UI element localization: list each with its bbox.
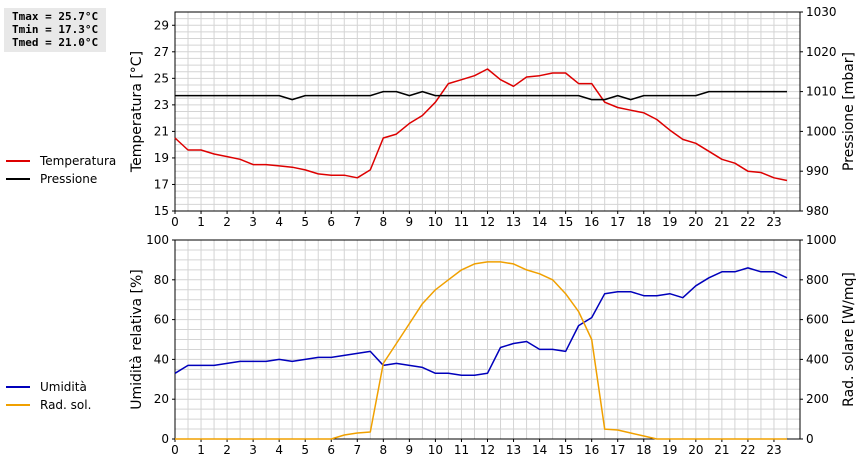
x-tick-label: 6 bbox=[327, 215, 335, 229]
x-tick-label: 23 bbox=[766, 443, 781, 457]
x-tick-label: 11 bbox=[454, 443, 469, 457]
x-tick-label: 6 bbox=[327, 443, 335, 457]
y-tick-label: 20 bbox=[154, 392, 169, 406]
y-tick-label: 80 bbox=[154, 273, 169, 287]
y-tick-label: 29 bbox=[154, 18, 169, 32]
x-tick-label: 20 bbox=[688, 443, 703, 457]
x-tick-label: 17 bbox=[610, 215, 625, 229]
y2-tick-label: 800 bbox=[806, 273, 829, 287]
x-tick-label: 3 bbox=[249, 215, 257, 229]
x-tick-label: 9 bbox=[406, 215, 414, 229]
y2-tick-label: 0 bbox=[806, 432, 814, 446]
y2-tick-label: 200 bbox=[806, 392, 829, 406]
x-tick-label: 1 bbox=[197, 443, 205, 457]
x-tick-label: 20 bbox=[688, 215, 703, 229]
x-tick-label: 1 bbox=[197, 215, 205, 229]
y2-tick-label: 1000 bbox=[806, 233, 837, 247]
x-tick-label: 23 bbox=[766, 215, 781, 229]
y2-tick-label: 980 bbox=[806, 204, 829, 218]
y-axis-label: Umidità relativa [%] bbox=[129, 269, 145, 410]
y2-axis-label: Pressione [mbar] bbox=[841, 52, 857, 171]
y-tick-label: 23 bbox=[154, 98, 169, 112]
y-tick-label: 19 bbox=[154, 151, 169, 165]
x-tick-label: 16 bbox=[584, 215, 599, 229]
y2-tick-label: 600 bbox=[806, 313, 829, 327]
x-tick-label: 18 bbox=[636, 443, 651, 457]
y-tick-label: 60 bbox=[154, 313, 169, 327]
y-tick-label: 17 bbox=[154, 177, 169, 191]
y2-tick-label: 400 bbox=[806, 352, 829, 366]
x-tick-label: 2 bbox=[223, 215, 231, 229]
y2-axis-label: Rad. solare [W/mq] bbox=[841, 272, 857, 407]
x-tick-label: 3 bbox=[249, 443, 257, 457]
x-tick-label: 4 bbox=[275, 443, 283, 457]
x-tick-label: 10 bbox=[428, 443, 443, 457]
x-tick-label: 7 bbox=[353, 443, 361, 457]
x-tick-label: 5 bbox=[301, 215, 309, 229]
x-tick-label: 9 bbox=[406, 443, 414, 457]
x-tick-label: 8 bbox=[380, 215, 388, 229]
y-tick-label: 100 bbox=[146, 233, 169, 247]
y-tick-label: 27 bbox=[154, 45, 169, 59]
x-tick-label: 7 bbox=[353, 215, 361, 229]
y-tick-label: 15 bbox=[154, 204, 169, 218]
x-tick-label: 22 bbox=[740, 215, 755, 229]
y2-tick-label: 1010 bbox=[806, 85, 837, 99]
y-axis-label: Temperatura [°C] bbox=[129, 51, 145, 173]
x-tick-label: 10 bbox=[428, 215, 443, 229]
x-tick-label: 2 bbox=[223, 443, 231, 457]
x-tick-label: 13 bbox=[506, 215, 521, 229]
x-tick-label: 12 bbox=[480, 215, 495, 229]
y-tick-label: 21 bbox=[154, 124, 169, 138]
x-tick-label: 19 bbox=[662, 443, 677, 457]
y2-tick-label: 1030 bbox=[806, 5, 837, 19]
x-tick-label: 22 bbox=[740, 443, 755, 457]
x-tick-label: 5 bbox=[301, 443, 309, 457]
x-tick-label: 17 bbox=[610, 443, 625, 457]
x-tick-label: 16 bbox=[584, 443, 599, 457]
x-tick-label: 4 bbox=[275, 215, 283, 229]
x-tick-label: 12 bbox=[480, 443, 495, 457]
x-tick-label: 15 bbox=[558, 215, 573, 229]
y2-tick-label: 990 bbox=[806, 164, 829, 178]
y-tick-label: 40 bbox=[154, 352, 169, 366]
x-tick-label: 0 bbox=[171, 443, 179, 457]
y-tick-label: 25 bbox=[154, 71, 169, 85]
x-tick-label: 18 bbox=[636, 215, 651, 229]
x-tick-label: 14 bbox=[532, 443, 547, 457]
y-tick-label: 0 bbox=[161, 432, 169, 446]
x-tick-label: 8 bbox=[380, 443, 388, 457]
x-tick-label: 11 bbox=[454, 215, 469, 229]
x-tick-label: 14 bbox=[532, 215, 547, 229]
y2-tick-label: 1020 bbox=[806, 45, 837, 59]
x-tick-label: 13 bbox=[506, 443, 521, 457]
y2-tick-label: 1000 bbox=[806, 124, 837, 138]
x-tick-label: 0 bbox=[171, 215, 179, 229]
x-tick-label: 19 bbox=[662, 215, 677, 229]
x-tick-label: 21 bbox=[714, 215, 729, 229]
x-tick-label: 15 bbox=[558, 443, 573, 457]
x-tick-label: 21 bbox=[714, 443, 729, 457]
series-line-radsol bbox=[175, 262, 787, 439]
